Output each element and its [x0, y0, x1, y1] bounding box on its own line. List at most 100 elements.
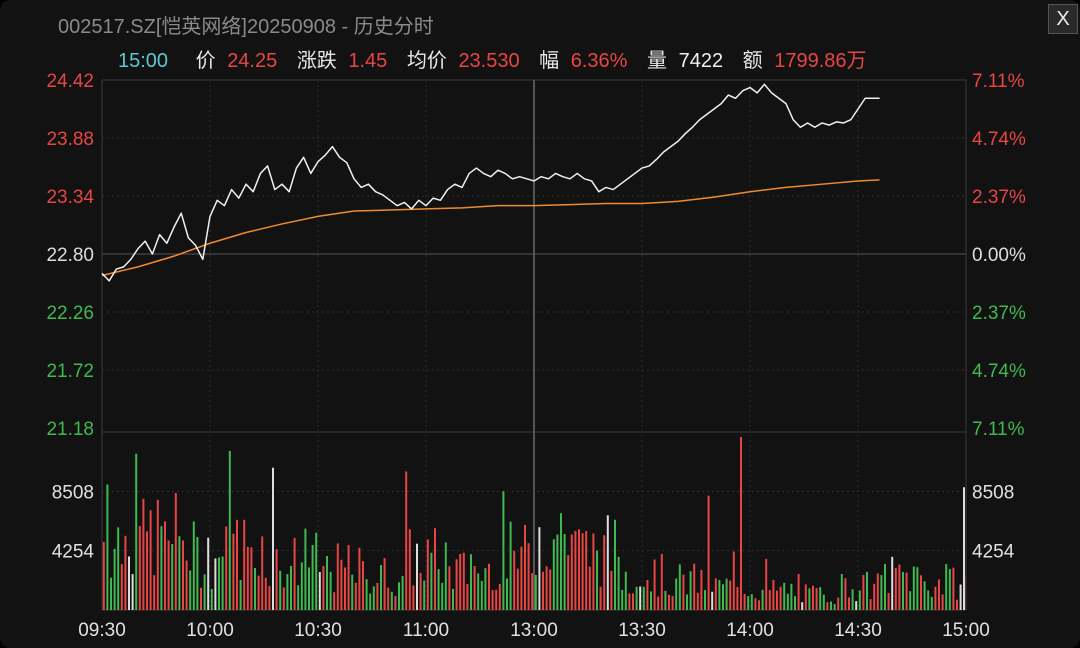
volume-bar [261, 536, 264, 610]
volume-bar [365, 579, 368, 610]
volume-bar [246, 546, 249, 610]
volume-bar [167, 540, 170, 610]
volume-bar [833, 604, 836, 610]
volume-bar [192, 521, 195, 610]
y-tick-label-left: 23.34 [46, 187, 94, 208]
volume-bar [466, 584, 469, 610]
volume-bar [869, 599, 872, 610]
volume-bar [909, 591, 912, 610]
volume-bar [135, 453, 138, 610]
volume-bar [624, 571, 627, 610]
volume-bar [830, 601, 832, 610]
volume-bar [956, 599, 958, 610]
volume-bar [282, 587, 285, 610]
volume-bar [275, 549, 278, 610]
volume-bar [711, 591, 714, 610]
volume-bar [549, 569, 552, 610]
volume-bar [178, 536, 181, 610]
volume-bar [786, 593, 789, 610]
amount-value: 1799.86万 [774, 50, 867, 72]
volume-bar [257, 575, 260, 610]
volume-bar [790, 583, 793, 610]
volume-bar [131, 574, 134, 610]
volume-bar [574, 530, 577, 610]
volume-bar [513, 550, 516, 610]
volume-bar [398, 582, 400, 610]
volume-bar [369, 593, 372, 610]
volume-bar [358, 547, 361, 610]
close-button[interactable]: X [1048, 4, 1078, 34]
volume-bar [329, 571, 332, 610]
volume-bar [196, 536, 199, 610]
volume-bar [362, 561, 364, 610]
volume-bar [862, 574, 865, 610]
volume-bar [718, 580, 721, 610]
volume-bar [581, 533, 584, 610]
volume-bar [621, 589, 624, 610]
volume-bar [106, 484, 109, 610]
change-label: 涨跌 [296, 50, 337, 72]
volume-bar [905, 572, 908, 610]
volume-bar [434, 528, 436, 610]
volume-bar [696, 592, 699, 610]
y-tick-label-left: 22.26 [46, 303, 94, 324]
volume-bar [689, 571, 692, 610]
volume-bar [336, 543, 339, 610]
amplitude-label: 幅 [539, 50, 560, 72]
volume-bar [884, 564, 886, 610]
volume-bar [318, 572, 321, 610]
volume-bar [578, 529, 580, 610]
volume-bar-last [963, 487, 965, 610]
volume-bar [693, 563, 696, 610]
volume-bar [416, 543, 418, 610]
volume-bar [603, 535, 606, 610]
volume-tick-label-left: 8508 [52, 482, 94, 503]
volume-bar [822, 594, 825, 610]
volume-bar [632, 593, 634, 610]
volume-bar [794, 596, 796, 610]
volume-bar [405, 471, 408, 610]
volume-bar [880, 575, 883, 610]
volume-bar [156, 499, 159, 610]
x-tick-label: 10:00 [186, 620, 234, 641]
volume-bar [772, 579, 775, 610]
volume-bar [851, 589, 854, 610]
volume-bar [524, 524, 526, 610]
change-value: 1.45 [348, 50, 388, 72]
volume-bar [606, 515, 609, 610]
volume-bar [225, 526, 228, 610]
volume-bar [596, 550, 598, 610]
volume-tick-label-left: 4254 [52, 542, 95, 563]
volume-bar [322, 566, 325, 610]
volume-bar [264, 577, 267, 610]
volume-bar [657, 596, 660, 610]
volume-bar [286, 574, 289, 610]
volume-label: 量 [647, 50, 668, 72]
volume-bar [203, 574, 206, 610]
volume-bar [520, 546, 523, 610]
volume-bar [668, 594, 670, 610]
volume-bar [930, 596, 933, 610]
volume-bar [232, 533, 235, 610]
volume-bar [639, 586, 642, 610]
volume-bar [556, 534, 559, 610]
x-tick-label: 15:00 [942, 620, 990, 641]
volume-bar [927, 590, 930, 610]
volume-bar [308, 567, 310, 610]
volume-bar [653, 559, 656, 610]
volume-bar [473, 566, 476, 610]
volume-bar [959, 584, 962, 610]
volume-bar [765, 558, 768, 610]
volume-bar [455, 559, 458, 610]
avg-price-line [101, 179, 880, 277]
volume-bar [506, 578, 508, 610]
volume-bar [923, 581, 926, 610]
volume-bar [174, 493, 177, 610]
volume-bar [941, 594, 944, 610]
volume-bar [272, 467, 274, 610]
volume-bar [423, 580, 426, 610]
volume-bar [725, 578, 728, 610]
volume-bar [898, 564, 901, 610]
volume-bar [207, 537, 210, 610]
